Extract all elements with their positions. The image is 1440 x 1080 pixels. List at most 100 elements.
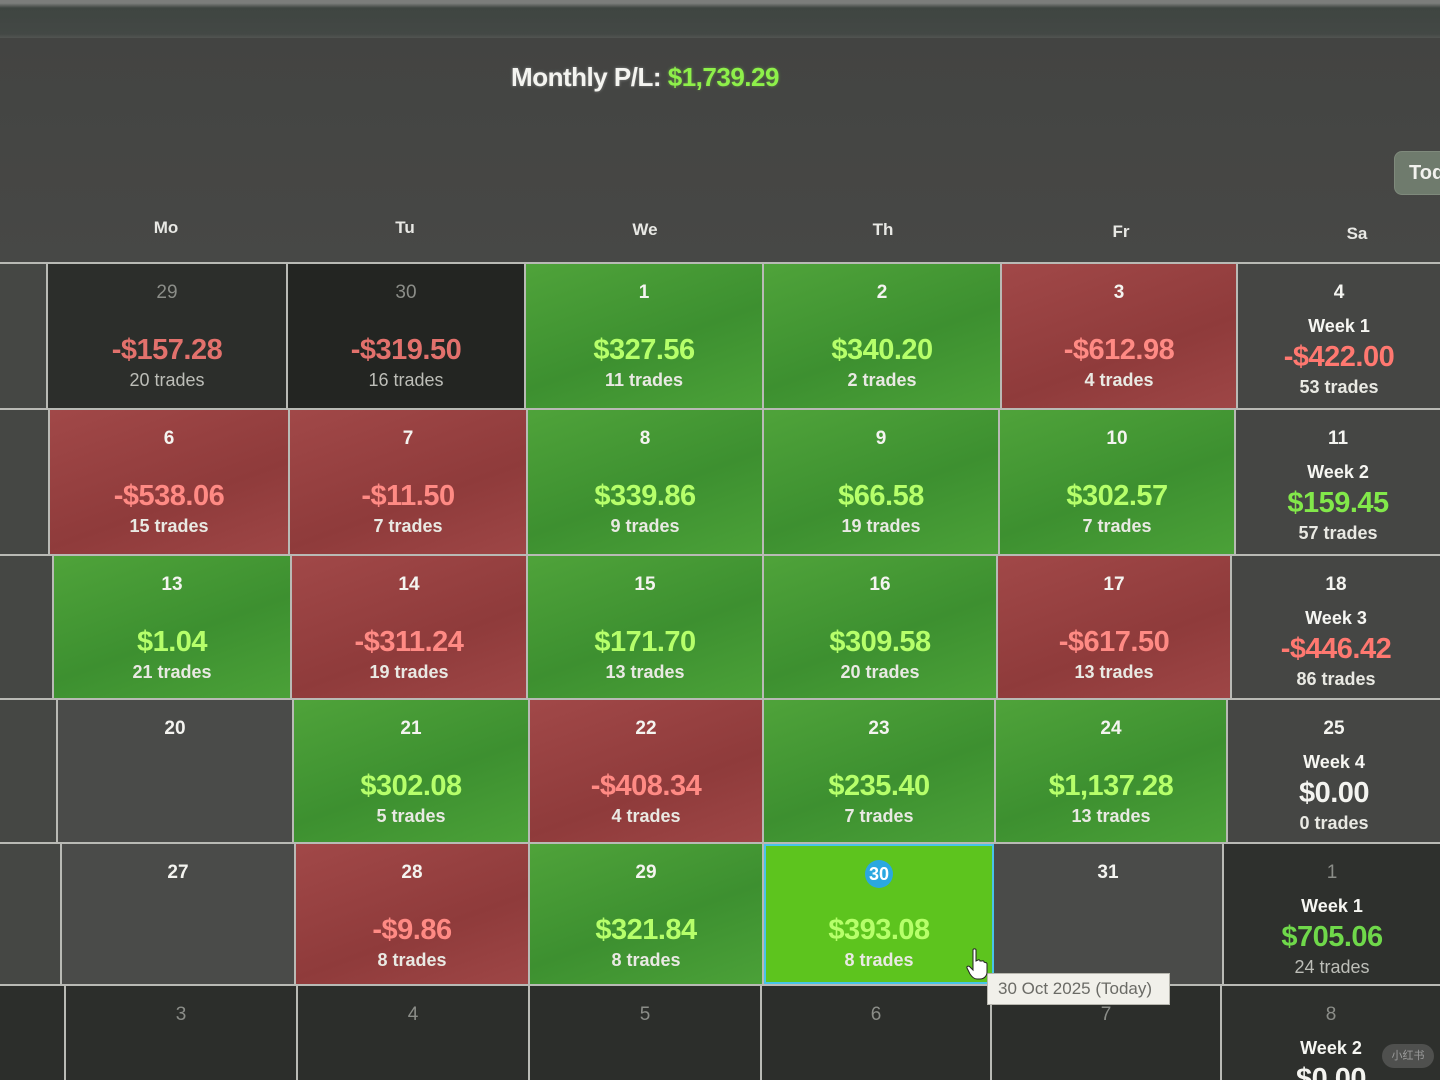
day-number: 28 xyxy=(401,862,423,883)
day-pl: -$617.50 xyxy=(1058,626,1170,658)
day-cell[interactable]: 6 -$538.06 15 trades xyxy=(50,410,290,554)
week-pl: $0.00 xyxy=(1295,1063,1367,1080)
week-stub xyxy=(0,264,48,408)
day-cell[interactable]: 13 $1.04 21 trades xyxy=(54,556,292,698)
week-summary-cell[interactable]: 25 Week 4 $0.00 0 trades xyxy=(1228,700,1440,842)
today-button[interactable]: Tod xyxy=(1394,151,1440,195)
week-summary-cell[interactable]: 11 Week 2 $159.45 57 trades xyxy=(1236,410,1440,554)
day-cell[interactable]: 2 $340.20 2 trades xyxy=(764,264,1002,408)
day-pl: -$157.28 xyxy=(111,334,223,366)
dow-mo: Mo xyxy=(153,218,179,237)
week-row-4: 20 21 $302.08 5 trades 22 -$408.34 4 tra… xyxy=(0,700,1440,844)
day-pl: $1.04 xyxy=(136,626,208,658)
day-number: 4 xyxy=(407,1004,419,1025)
day-cell[interactable]: 15 $171.70 13 trades xyxy=(528,556,764,698)
day-cell[interactable]: 23 $235.40 7 trades xyxy=(764,700,996,842)
week-stub xyxy=(0,556,54,698)
day-cell[interactable]: 16 $309.58 20 trades xyxy=(764,556,998,698)
day-cell[interactable]: 9 $66.58 19 trades xyxy=(764,410,1000,554)
day-number: 24 xyxy=(1100,718,1122,739)
day-pl: $321.84 xyxy=(595,914,697,946)
day-cell-today[interactable]: 30 $393.08 8 trades xyxy=(764,844,994,984)
day-number: 3 xyxy=(1113,282,1125,303)
day-trades: 7 trades xyxy=(373,516,443,536)
day-cell[interactable]: 3 -$612.98 4 trades xyxy=(1002,264,1238,408)
day-cell[interactable]: 31 xyxy=(994,844,1224,984)
week-summary-cell[interactable]: 1 Week 1 $705.06 24 trades xyxy=(1224,844,1440,984)
week-label: Week 2 xyxy=(1307,462,1369,482)
day-cell[interactable]: 6 xyxy=(762,986,992,1080)
day-number: 4 xyxy=(1333,282,1345,303)
day-number: 16 xyxy=(869,574,891,595)
day-cell[interactable]: 3 xyxy=(66,986,298,1080)
day-number: 8 xyxy=(1325,1004,1337,1025)
week-summary-cell[interactable]: 8 Week 2 $0.00 xyxy=(1222,986,1440,1080)
week-summary-cell[interactable]: 18 Week 3 -$446.42 86 trades xyxy=(1232,556,1440,698)
day-of-week-header: Mo Tu We Th Fr Sa xyxy=(0,218,1440,248)
week-row-3: 13 $1.04 21 trades 14 -$311.24 19 trades… xyxy=(0,556,1440,700)
day-trades: 21 trades xyxy=(132,662,212,682)
hand-cursor-icon xyxy=(966,948,988,980)
day-number: 13 xyxy=(161,574,183,595)
day-pl: $327.56 xyxy=(593,334,695,366)
day-cell[interactable]: 14 -$311.24 19 trades xyxy=(292,556,528,698)
day-pl: $1,137.28 xyxy=(1048,770,1174,802)
day-pl: $309.58 xyxy=(829,626,931,658)
day-pl: $302.08 xyxy=(360,770,462,802)
day-cell[interactable]: 10 $302.57 7 trades xyxy=(1000,410,1236,554)
week-row-6: 3 4 5 6 7 8 Week 2 $0.00 xyxy=(0,986,1440,1080)
day-cell[interactable]: 29 $321.84 8 trades xyxy=(530,844,764,984)
day-cell[interactable]: 27 xyxy=(62,844,296,984)
week-pl: $0.00 xyxy=(1298,777,1370,809)
week-label: Week 1 xyxy=(1301,896,1363,916)
day-cell[interactable]: 21 $302.08 5 trades xyxy=(294,700,530,842)
day-cell[interactable]: 24 $1,137.28 13 trades xyxy=(996,700,1228,842)
day-trades: 9 trades xyxy=(610,516,680,536)
day-cell[interactable]: 17 -$617.50 13 trades xyxy=(998,556,1232,698)
dow-sa: Sa xyxy=(1346,224,1368,243)
day-cell[interactable]: 22 -$408.34 4 trades xyxy=(530,700,764,842)
day-cell[interactable]: 7 -$11.50 7 trades xyxy=(290,410,528,554)
day-trades: 8 trades xyxy=(611,950,681,970)
day-trades: 15 trades xyxy=(129,516,209,536)
day-number: 11 xyxy=(1327,428,1349,449)
day-number: 29 xyxy=(635,862,657,883)
week-summary-cell[interactable]: 4 Week 1 -$422.00 53 trades xyxy=(1238,264,1440,408)
day-number: 15 xyxy=(634,574,656,595)
week-trades: 57 trades xyxy=(1298,523,1378,543)
week-row-1: 29 -$157.28 20 trades 30 -$319.50 16 tra… xyxy=(0,264,1440,410)
day-number: 7 xyxy=(402,428,414,449)
week-stub xyxy=(0,986,66,1080)
day-pl: $171.70 xyxy=(594,626,696,658)
day-cell[interactable]: 5 xyxy=(530,986,762,1080)
day-pl: -$319.50 xyxy=(350,334,462,366)
day-cell[interactable]: 29 -$157.28 20 trades xyxy=(48,264,288,408)
day-pl: -$311.24 xyxy=(354,626,464,658)
day-trades: 7 trades xyxy=(844,806,914,826)
day-pl: -$11.50 xyxy=(361,480,455,512)
day-cell[interactable]: 1 $327.56 11 trades xyxy=(526,264,764,408)
day-pl: $302.57 xyxy=(1066,480,1168,512)
day-cell[interactable]: 8 $339.86 9 trades xyxy=(528,410,764,554)
day-trades: 16 trades xyxy=(368,370,444,390)
day-pl: -$612.98 xyxy=(1063,334,1175,366)
monthly-pl-value: $1,739.29 xyxy=(667,62,780,92)
week-pl: -$446.42 xyxy=(1280,633,1392,665)
day-pl: -$9.86 xyxy=(372,914,452,946)
day-trades: 8 trades xyxy=(377,950,447,970)
week-label: Week 4 xyxy=(1303,752,1365,772)
today-day-badge: 30 xyxy=(865,860,893,888)
day-trades: 11 trades xyxy=(604,370,684,390)
week-trades: 53 trades xyxy=(1299,377,1379,397)
day-number: 7 xyxy=(1100,1004,1112,1025)
day-pl: -$408.34 xyxy=(590,770,702,802)
week-trades: 0 trades xyxy=(1299,813,1369,833)
day-cell[interactable]: 28 -$9.86 8 trades xyxy=(296,844,530,984)
day-cell[interactable]: 4 xyxy=(298,986,530,1080)
day-number: 31 xyxy=(1097,862,1119,883)
day-cell[interactable]: 20 xyxy=(58,700,294,842)
week-stub xyxy=(0,700,58,842)
day-pl: $66.58 xyxy=(838,480,924,512)
day-number: 20 xyxy=(164,718,186,739)
day-cell[interactable]: 30 -$319.50 16 trades xyxy=(288,264,526,408)
